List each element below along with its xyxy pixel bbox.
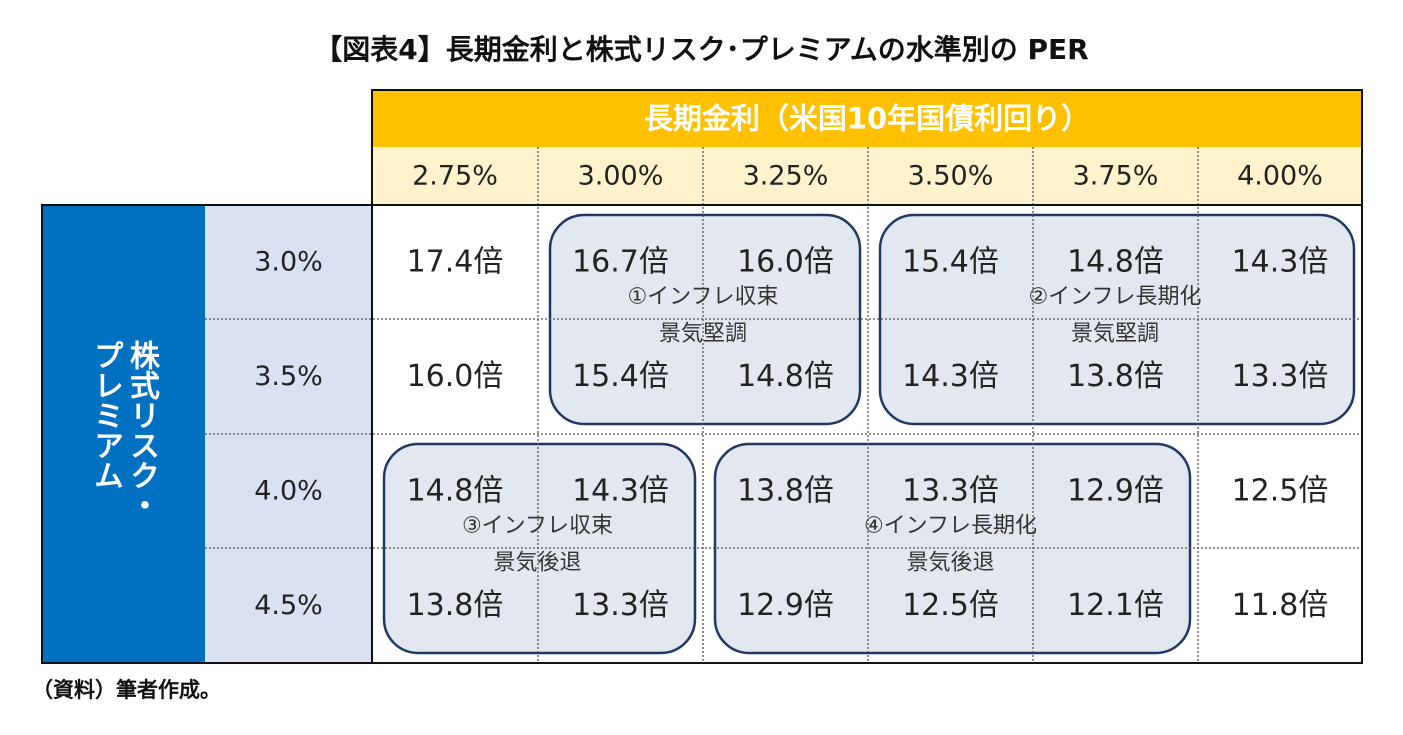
row-group-header: 株式リスク・: [124, 340, 160, 520]
value-cell: 12.1倍: [1067, 588, 1164, 623]
value-cell: 12.9倍: [737, 588, 834, 623]
col-label: 4.00%: [1237, 161, 1323, 192]
value-cell: 13.8倍: [737, 474, 834, 509]
col-label: 3.50%: [908, 161, 994, 192]
row-tick-band: [205, 205, 372, 663]
value-cell: 12.5倍: [902, 588, 999, 623]
value-cell: 13.3倍: [572, 588, 669, 623]
scenario-label-3: ③インフレ収束: [462, 514, 613, 539]
value-cell: 12.5倍: [1232, 474, 1329, 509]
per-table: 長期金利（米国10年国債利回り） 2.75% 3.00% 3.25% 3.50% 3.75…: [41, 89, 1363, 664]
value-cell: 13.3倍: [1232, 359, 1329, 394]
row-header-band: [42, 205, 205, 663]
value-cell: 11.8倍: [1232, 588, 1329, 623]
value-cell: 14.3倍: [902, 359, 999, 394]
col-label: 3.25%: [743, 161, 829, 192]
value-cell: 13.8倍: [407, 588, 504, 623]
scenario-sublabel-3: 景気後退: [493, 551, 581, 576]
value-cell: 16.0倍: [737, 245, 834, 280]
col-label: 3.00%: [578, 161, 664, 192]
value-cell: 14.8倍: [407, 474, 504, 509]
row-label: 3.0%: [254, 247, 323, 278]
value-cell: 15.4倍: [902, 245, 999, 280]
col-label: 2.75%: [412, 161, 498, 192]
value-cell: 14.8倍: [1067, 245, 1164, 280]
scenario-sublabel-1: 景気堅調: [659, 322, 747, 347]
value-cell: 12.9倍: [1067, 474, 1164, 509]
scenario-label-2: ②インフレ長期化: [1028, 285, 1201, 310]
row-group-header: プレミアム: [88, 340, 123, 490]
col-label: 3.75%: [1073, 161, 1159, 192]
col-header-band: [372, 90, 1362, 147]
value-cell: 13.3倍: [902, 474, 999, 509]
value-cell: 16.7倍: [572, 245, 669, 280]
row-label: 4.0%: [254, 476, 323, 507]
col-group-header: 長期金利（米国10年国債利回り）: [644, 102, 1090, 136]
source-note: （資料）筆者作成。: [32, 678, 221, 702]
row-label: 4.5%: [254, 590, 323, 621]
value-cell: 14.8倍: [737, 359, 834, 394]
value-cell: 13.8倍: [1067, 359, 1164, 394]
value-cell: 14.3倍: [572, 474, 669, 509]
row-label: 3.5%: [254, 361, 323, 392]
scenario-sublabel-4: 景気後退: [906, 551, 994, 576]
chart-title: 【図表4】長期金利と株式リスク･プレミアムの水準別の PER: [314, 33, 1089, 66]
value-cell: 16.0倍: [407, 359, 504, 394]
value-cell: 17.4倍: [407, 245, 504, 280]
value-cell: 15.4倍: [572, 359, 669, 394]
scenario-label-4: ④インフレ長期化: [864, 514, 1037, 539]
scenario-sublabel-2: 景気堅調: [1071, 322, 1159, 347]
col-tick-band: [372, 147, 1362, 205]
value-cell: 14.3倍: [1232, 245, 1329, 280]
scenario-label-1: ①インフレ収束: [627, 285, 778, 310]
